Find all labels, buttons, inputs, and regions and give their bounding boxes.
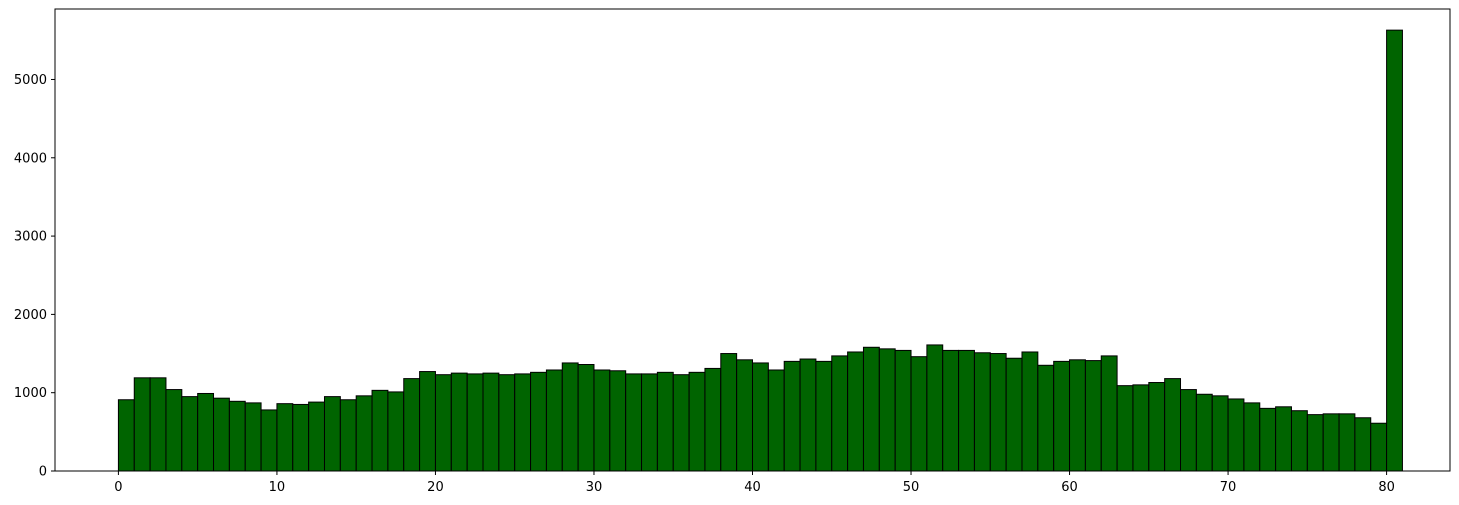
histogram-bar (1243, 402, 1261, 472)
y-tick-label: 4000 (14, 151, 47, 166)
histogram-bar (593, 369, 611, 472)
histogram-bar (878, 348, 896, 472)
histogram-bar (815, 360, 833, 472)
histogram-bar (641, 373, 658, 472)
x-tick-label: 60 (1061, 480, 1078, 495)
histogram-bar (656, 371, 674, 472)
histogram-bar (213, 397, 230, 472)
histogram-bar (1037, 364, 1055, 472)
histogram-bar (973, 352, 991, 472)
histogram-bar (498, 374, 516, 472)
histogram-bar (371, 389, 389, 472)
histogram-bar (767, 369, 785, 472)
histogram-bar (1195, 393, 1213, 472)
histogram-bar (1386, 29, 1403, 472)
histogram-bar (926, 344, 944, 472)
histogram-bar (244, 402, 262, 472)
histogram-bar (862, 346, 880, 472)
histogram-bar (1021, 351, 1039, 472)
y-tick-label: 1000 (14, 386, 47, 401)
histogram-bar (1005, 357, 1023, 472)
histogram-bar (181, 396, 199, 472)
y-tick-label: 0 (39, 465, 47, 480)
histogram-bar (625, 373, 643, 472)
histogram-bar (609, 370, 627, 472)
histogram-bar (1211, 395, 1229, 472)
histogram-bar (165, 389, 183, 472)
histogram-bar (339, 399, 357, 472)
histogram-bar (133, 377, 151, 472)
histogram-bar (752, 362, 769, 472)
histogram-bar (197, 392, 215, 472)
histogram-bar (530, 371, 547, 472)
histogram-bar (1084, 360, 1102, 472)
histogram-bar (1275, 406, 1292, 472)
histogram-bar (894, 349, 912, 472)
histogram-bar (1338, 413, 1356, 472)
histogram-bar (910, 356, 928, 472)
histogram-bar (1354, 417, 1372, 472)
histogram-bar (387, 391, 405, 472)
histogram-bar (1132, 384, 1150, 472)
histogram-bar (323, 396, 341, 472)
histogram-bar (466, 373, 484, 472)
histogram-bar (1100, 355, 1118, 472)
histogram-bar (989, 353, 1007, 472)
histogram-bar (1164, 378, 1182, 472)
histogram-bar (688, 371, 706, 472)
histogram-bar (577, 364, 595, 472)
histogram-bar (276, 403, 294, 472)
y-tick-label: 2000 (14, 308, 47, 323)
x-tick-label: 40 (744, 480, 761, 495)
x-tick-label: 80 (1378, 480, 1395, 495)
y-tick-label: 5000 (14, 73, 47, 88)
histogram-bar (308, 401, 325, 472)
histogram-bar (847, 351, 864, 472)
histogram-bar (292, 403, 310, 472)
histogram-bar (1290, 410, 1308, 472)
x-tick-label: 0 (114, 480, 122, 495)
histogram-bar (799, 358, 817, 472)
histogram-bar (450, 372, 468, 472)
x-tick-label: 10 (269, 480, 286, 495)
histogram-bar (355, 395, 373, 472)
histogram-bar (1322, 413, 1340, 472)
x-tick-label: 20 (427, 480, 444, 495)
histogram-bar (958, 349, 975, 472)
histogram-bar (1259, 407, 1277, 472)
histogram-bar (403, 378, 421, 472)
histogram-bar (1116, 385, 1134, 472)
histogram-bar (434, 374, 452, 472)
histogram-bar (561, 362, 579, 472)
histogram-bar (704, 367, 722, 472)
histogram-bar (545, 369, 563, 472)
histogram-bar (228, 400, 246, 472)
histogram-bar (1069, 359, 1086, 472)
x-tick-label: 70 (1220, 480, 1237, 495)
histogram-bar (149, 377, 167, 472)
histogram-bar (117, 399, 135, 472)
histogram-bar (720, 353, 738, 472)
histogram-bar (1148, 382, 1166, 472)
plot-frame (54, 8, 1451, 472)
x-tick-label: 50 (903, 480, 920, 495)
histogram-bar (419, 371, 436, 472)
histogram-bar (1180, 389, 1197, 472)
histogram-bar (1306, 414, 1324, 472)
y-tick-label: 3000 (14, 230, 47, 245)
histogram-bar (736, 359, 753, 472)
axes-layer: 0 10 20 30 40 50 60 70 80 0 1000 2000 3000 4000 5000 (14, 73, 1395, 495)
histogram-bar (1370, 422, 1388, 472)
histogram-bar (260, 409, 278, 472)
x-tick-label: 30 (586, 480, 603, 495)
histogram-bar (482, 372, 500, 472)
histogram-bar (514, 373, 532, 472)
histogram-bar (942, 349, 960, 472)
histogram-bar (1227, 398, 1245, 472)
histogram-bar (1053, 360, 1071, 472)
histogram-bar (831, 355, 849, 472)
histogram-bar (783, 360, 801, 472)
histogram-bar (672, 374, 690, 472)
